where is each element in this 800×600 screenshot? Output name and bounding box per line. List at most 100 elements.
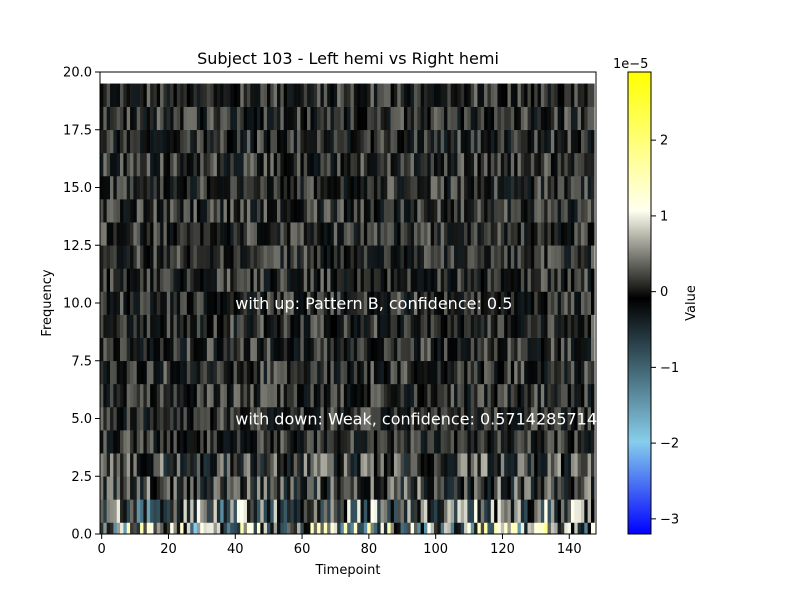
heatmap-cell (256, 222, 261, 246)
heatmap-cell (397, 337, 401, 362)
heatmap-cell (590, 314, 595, 338)
heatmap-cell (347, 222, 351, 246)
heatmap-cell (393, 199, 398, 223)
heatmap-cell (136, 222, 141, 246)
heatmap-cell (407, 268, 411, 292)
heatmap-cell (200, 522, 204, 534)
heatmap-cell (507, 476, 512, 500)
heatmap-cell (140, 152, 144, 177)
heatmap-cell (200, 314, 204, 338)
heatmap-cell (106, 268, 111, 292)
heatmap-cell (397, 291, 401, 315)
heatmap-cell (437, 291, 441, 315)
heatmap-cell (120, 245, 124, 269)
heatmap-cell (106, 129, 111, 154)
heatmap-cell (290, 383, 295, 408)
heatmap-cell (507, 83, 512, 107)
heatmap-cell (240, 476, 244, 500)
heatmap-cell (510, 453, 515, 477)
heatmap-cell (577, 291, 582, 315)
heatmap-cell (417, 453, 421, 477)
heatmap-cell (464, 291, 468, 315)
heatmap-cell (353, 106, 358, 131)
heatmap-cell (337, 268, 341, 292)
heatmap-cell (340, 522, 345, 534)
heatmap-cell (517, 453, 522, 477)
heatmap-cell (487, 499, 492, 523)
heatmap-cell (253, 222, 258, 246)
heatmap-cell (153, 499, 158, 523)
heatmap-cell (126, 83, 131, 107)
heatmap-cell (370, 291, 375, 315)
heatmap-cell (520, 199, 525, 223)
heatmap-cell (250, 291, 254, 315)
heatmap-cell (370, 522, 375, 534)
heatmap-cell (240, 83, 244, 107)
heatmap-cell (347, 430, 351, 454)
heatmap-cell (340, 222, 345, 246)
heatmap-cell (574, 522, 578, 534)
heatmap-cell (363, 522, 368, 534)
heatmap-cell (320, 337, 325, 362)
heatmap-cell (246, 129, 251, 154)
heatmap-cell (434, 430, 438, 454)
heatmap-cell (223, 406, 228, 431)
heatmap-cell (420, 406, 425, 431)
heatmap-cell (333, 360, 338, 385)
heatmap-cell (337, 129, 341, 154)
heatmap-cell (153, 129, 158, 154)
heatmap-cell (113, 83, 118, 107)
heatmap-cell (330, 430, 335, 454)
heatmap-cell (520, 314, 525, 338)
heatmap-cell (206, 291, 211, 315)
heatmap-cell (587, 291, 592, 315)
heatmap-cell (213, 245, 218, 269)
heatmap-cell (206, 453, 211, 477)
heatmap-cell (200, 383, 204, 408)
heatmap-cell (440, 268, 445, 292)
heatmap-cell (410, 430, 415, 454)
heatmap-cell (430, 383, 435, 408)
heatmap-cell (140, 222, 144, 246)
heatmap-cell (130, 222, 134, 246)
heatmap-cell (297, 129, 301, 154)
heatmap-cell (534, 314, 538, 338)
heatmap-cell (360, 199, 365, 223)
heatmap-cell (103, 314, 107, 338)
heatmap-cell (170, 499, 174, 523)
heatmap-cell (437, 383, 441, 408)
heatmap-cell (250, 245, 254, 269)
heatmap-cell (527, 83, 532, 107)
heatmap-cell (310, 106, 315, 131)
heatmap-cell (514, 453, 518, 477)
heatmap-cell (520, 175, 525, 200)
heatmap-cell (350, 360, 355, 385)
heatmap-cell (146, 337, 151, 362)
heatmap-cell (196, 476, 201, 500)
heatmap-cell (226, 106, 231, 131)
heatmap-cell (193, 360, 198, 385)
heatmap-cell (313, 83, 318, 107)
heatmap-cell (487, 430, 492, 454)
heatmap-cell (113, 430, 118, 454)
heatmap-cell (410, 314, 415, 338)
heatmap-cell (133, 245, 138, 269)
heatmap-cell (400, 337, 405, 362)
heatmap-cell (400, 83, 405, 107)
heatmap-cell (100, 152, 104, 177)
heatmap-cell (206, 268, 211, 292)
heatmap-cell (263, 499, 268, 523)
heatmap-cell (577, 499, 582, 523)
heatmap-cell (190, 406, 194, 431)
heatmap-cell (457, 222, 462, 246)
heatmap-cell (504, 314, 508, 338)
heatmap-cell (363, 129, 368, 154)
heatmap-cell (186, 430, 191, 454)
heatmap-cell (464, 522, 468, 534)
heatmap-cell (444, 383, 448, 408)
heatmap-cell (524, 337, 528, 362)
heatmap-cell (570, 175, 575, 200)
heatmap-cell (527, 522, 532, 534)
heatmap-cell (263, 453, 268, 477)
